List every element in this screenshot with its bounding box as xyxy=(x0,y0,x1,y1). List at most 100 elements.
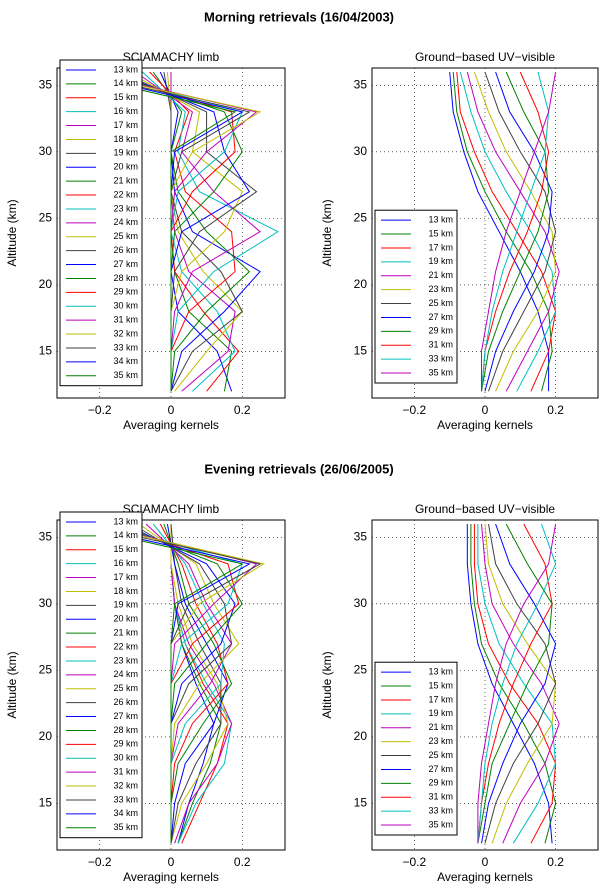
y-axis-label: Altitude (km) xyxy=(320,199,334,266)
kernel-line xyxy=(166,523,229,844)
legend-label: 31 km xyxy=(113,315,138,325)
legend-label: 35 km xyxy=(113,370,138,380)
legend-label: 25 km xyxy=(428,298,453,308)
y-tick-label: 20 xyxy=(354,277,368,291)
y-tick-label: 30 xyxy=(354,596,368,610)
legend-label: 27 km xyxy=(428,312,453,322)
legend-label: 32 km xyxy=(113,328,138,338)
legend-label: 19 km xyxy=(428,256,453,266)
y-tick-label: 20 xyxy=(39,277,53,291)
panel-title: SCIAMACHY limb xyxy=(123,502,220,516)
legend-label: 34 km xyxy=(113,356,138,366)
legend-label: 33 km xyxy=(428,806,453,816)
kernel-line xyxy=(63,71,237,392)
legend-label: 27 km xyxy=(113,259,138,269)
legend-label: 17 km xyxy=(113,572,138,582)
y-tick-label: 25 xyxy=(39,211,53,225)
legend-label: 16 km xyxy=(113,106,138,116)
kernel-line xyxy=(477,523,557,844)
legend-label: 31 km xyxy=(428,792,453,802)
kernel-line xyxy=(142,71,279,392)
legend-label: 21 km xyxy=(113,628,138,638)
legend-label: 33 km xyxy=(113,794,138,804)
legend-label: 15 km xyxy=(428,228,453,238)
kernel-line xyxy=(477,523,557,844)
kernel-line xyxy=(481,523,557,844)
legend-label: 26 km xyxy=(113,245,138,255)
x-tick-label: 0 xyxy=(482,855,489,869)
y-tick-label: 15 xyxy=(39,796,53,810)
figure-title: Evening retrievals (26/06/2005) xyxy=(204,461,393,476)
y-tick-label: 35 xyxy=(39,77,53,91)
y-tick-label: 25 xyxy=(354,211,368,225)
y-tick-label: 15 xyxy=(354,796,368,810)
panel: Ground−based UV−visible Averaging kernels… xyxy=(320,502,599,884)
kernel-line xyxy=(149,71,236,392)
y-tick-label: 35 xyxy=(354,77,368,91)
legend-label: 20 km xyxy=(113,614,138,624)
legend-label: 13 km xyxy=(113,516,138,526)
legend-label: 24 km xyxy=(113,669,138,679)
legend-label: 14 km xyxy=(113,78,138,88)
x-tick-label: 0 xyxy=(168,403,175,417)
legend-label: 22 km xyxy=(113,189,138,199)
kernel-line xyxy=(481,71,557,392)
legend-label: 23 km xyxy=(113,655,138,665)
panel: Morning retrievals (16/04/2003) SCIAMACHY… xyxy=(5,9,394,432)
legend-label: 17 km xyxy=(113,120,138,130)
legend-label: 18 km xyxy=(113,586,138,596)
legend-label: 33 km xyxy=(113,342,138,352)
legend-label: 23 km xyxy=(428,736,453,746)
x-axis-label: Averaging kernels xyxy=(123,870,219,884)
kernel-line xyxy=(477,523,553,844)
legend-label: 22 km xyxy=(113,641,138,651)
kernel-line xyxy=(473,71,557,392)
legend-label: 32 km xyxy=(113,780,138,790)
kernel-line xyxy=(459,71,557,392)
legend-label: 23 km xyxy=(428,284,453,294)
y-tick-label: 15 xyxy=(39,344,53,358)
y-tick-label: 20 xyxy=(354,729,368,743)
legend-label: 27 km xyxy=(113,711,138,721)
figure-title: Morning retrievals (16/04/2003) xyxy=(204,9,394,24)
kernel-line xyxy=(484,71,553,392)
legend-label: 28 km xyxy=(113,725,138,735)
panel-title: SCIAMACHY limb xyxy=(123,50,220,64)
y-axis-label: Altitude (km) xyxy=(5,651,19,718)
legend-label: 23 km xyxy=(113,203,138,213)
legend-label: 27 km xyxy=(428,764,453,774)
legend-label: 20 km xyxy=(113,162,138,172)
y-tick-label: 35 xyxy=(39,529,53,543)
x-tick-label: −0.2 xyxy=(403,855,427,869)
legend: 13 km 14 km 15 km 16 km 17 km 18 km 19 km 20 km… xyxy=(59,511,143,839)
kernel-line xyxy=(135,71,261,392)
legend-label: 19 km xyxy=(113,148,138,158)
legend: 13 km 14 km 15 km 16 km 17 km 18 km 19 km 20 km… xyxy=(59,59,143,387)
legend-label: 25 km xyxy=(113,231,138,241)
kernel-line xyxy=(481,71,550,392)
y-tick-label: 30 xyxy=(354,144,368,158)
kernel-line xyxy=(484,523,557,844)
legend-label: 17 km xyxy=(428,242,453,252)
kernel-line xyxy=(481,71,550,392)
series-group xyxy=(449,71,560,392)
legend-label: 29 km xyxy=(113,287,138,297)
legend-label: 25 km xyxy=(428,750,453,760)
kernel-line xyxy=(152,71,251,392)
kernel-line xyxy=(477,523,553,844)
kernel-line xyxy=(470,524,557,844)
kernel-line xyxy=(452,71,553,392)
x-tick-label: 0.2 xyxy=(547,855,564,869)
legend-label: 15 km xyxy=(428,680,453,690)
legend-label: 19 km xyxy=(428,708,453,718)
series-group xyxy=(466,523,560,844)
y-tick-label: 15 xyxy=(354,344,368,358)
panel-title: Ground−based UV−visible xyxy=(415,50,555,64)
legend-label: 18 km xyxy=(113,134,138,144)
y-axis-label: Altitude (km) xyxy=(320,651,334,718)
legend-label: 15 km xyxy=(113,92,138,102)
plot-frame xyxy=(371,67,599,399)
kernel-line xyxy=(128,71,243,392)
legend-label: 14 km xyxy=(113,530,138,540)
